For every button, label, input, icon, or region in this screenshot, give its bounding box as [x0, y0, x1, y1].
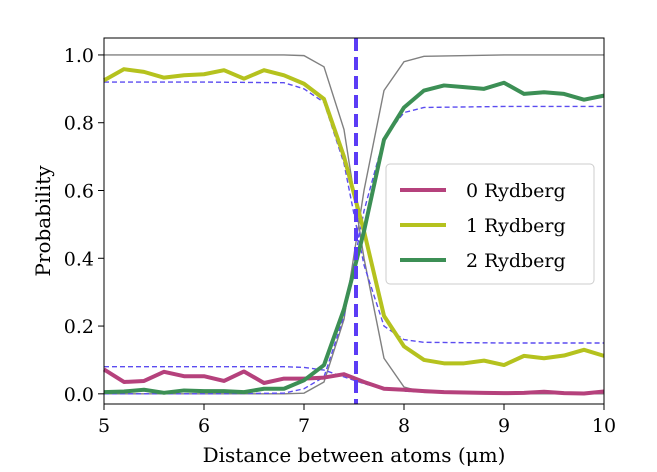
- legend-label: 0 Rydberg: [466, 180, 566, 202]
- y-axis-label: Probability: [31, 165, 55, 277]
- y-tick-label: 0.6: [64, 181, 94, 203]
- y-tick-label: 0.4: [64, 248, 94, 270]
- y-tick-label: 1.0: [64, 45, 94, 67]
- legend-label: 1 Rydberg: [466, 215, 566, 237]
- plot-frame: [103, 37, 605, 405]
- legend-label: 2 Rydberg: [466, 250, 566, 272]
- legend: 0 Rydberg 1 Rydberg 2 Rydberg: [385, 163, 595, 285]
- reference-curve-3: [104, 105, 604, 395]
- x-tick-label: 5: [98, 415, 110, 437]
- y-tick-label: 0.8: [64, 113, 94, 135]
- x-tick-label: 7: [298, 415, 310, 437]
- y-tick-label: 0.0: [64, 384, 94, 406]
- legend-box: [385, 163, 595, 285]
- x-tick-label: 9: [498, 415, 510, 437]
- x-axis-label: Distance between atoms (μm): [203, 443, 506, 467]
- reference-curve-2: [104, 81, 604, 344]
- y-ticks: 0.0 0.2 0.4 0.6 0.8 1.0: [64, 45, 104, 406]
- x-tick-label: 10: [592, 415, 616, 437]
- x-tick-label: 8: [398, 415, 410, 437]
- series-line-0-rydberg: [102, 367, 605, 396]
- x-ticks: 5 6 7 8 9 10: [98, 404, 616, 437]
- x-tick-label: 6: [198, 415, 210, 437]
- y-tick-label: 0.2: [64, 316, 94, 338]
